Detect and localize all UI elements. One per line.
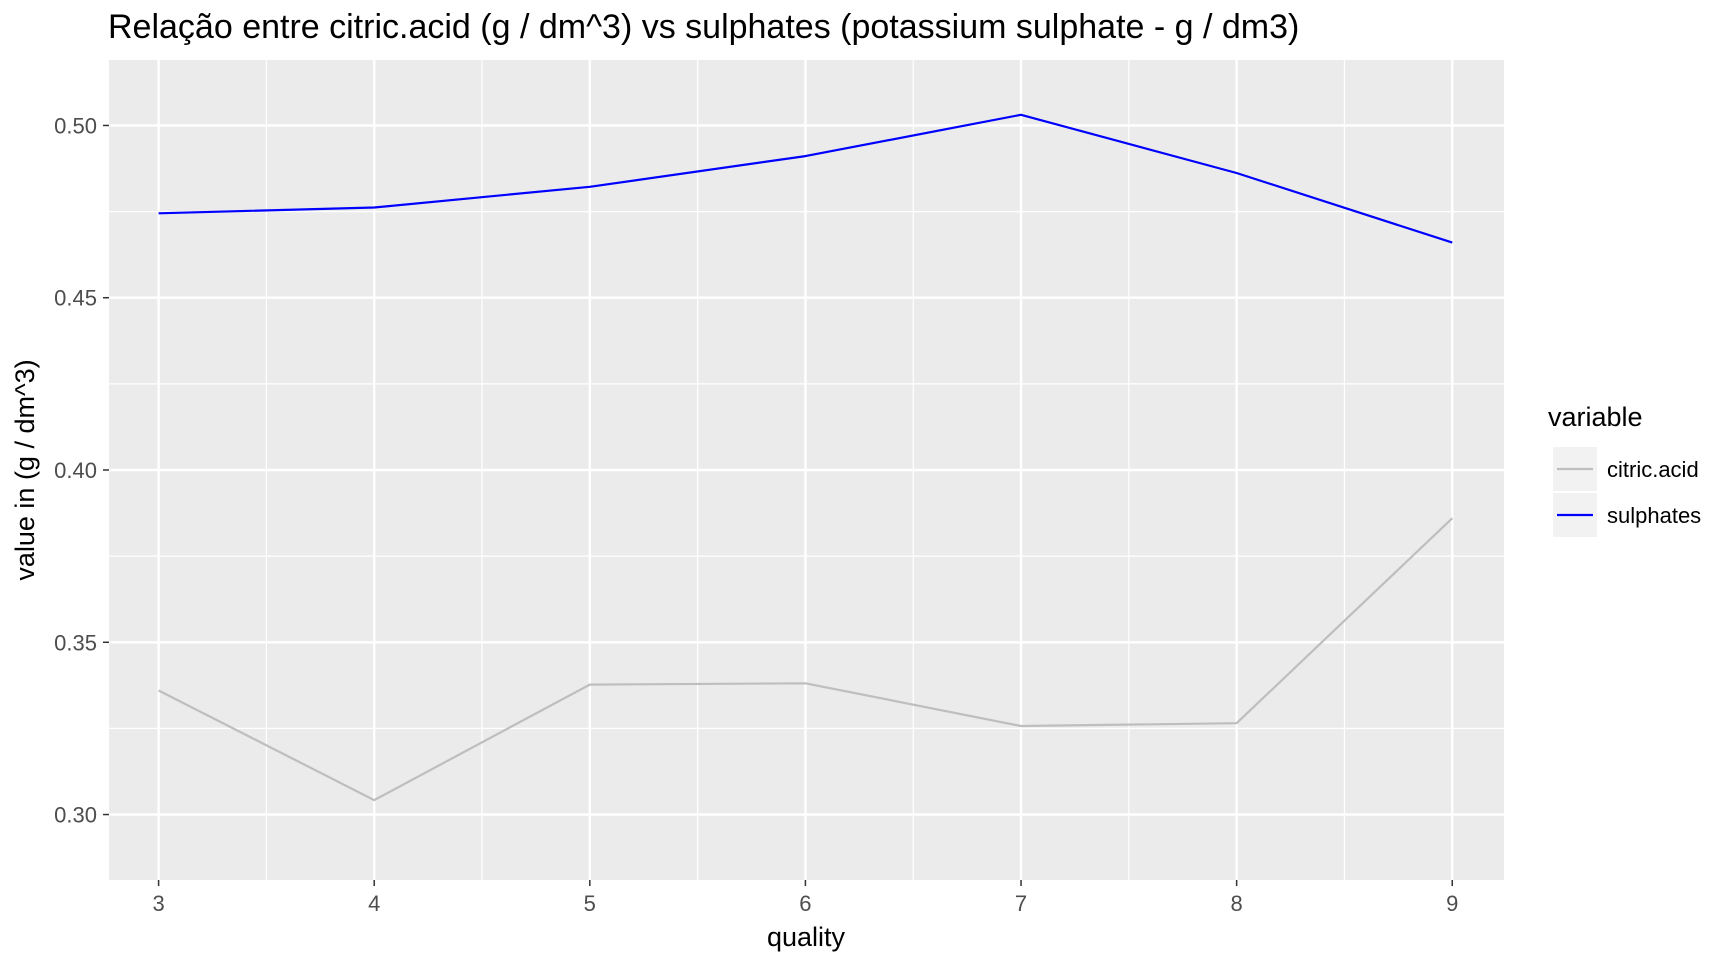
x-tick-label: 3 xyxy=(152,891,164,916)
chart-title: Relação entre citric.acid (g / dm^3) vs … xyxy=(108,8,1299,46)
series-line-sulphates xyxy=(158,113,1453,244)
x-tick-label: 5 xyxy=(584,891,596,916)
y-tick-label: 0.40 xyxy=(54,458,97,483)
x-tick-label: 4 xyxy=(368,891,380,916)
series-lines xyxy=(158,113,1454,802)
y-axis-title: value in (g / dm^3) xyxy=(10,359,40,580)
y-tick-label: 0.45 xyxy=(54,286,97,311)
y-tick-label: 0.30 xyxy=(54,803,97,828)
legend-keys: citric.acid sulphates xyxy=(1553,447,1701,537)
x-axis-ticks: 3 4 5 6 7 8 9 xyxy=(152,880,1458,916)
legend: variable citric.acid sulphates xyxy=(1548,402,1701,537)
x-tick-label: 9 xyxy=(1446,891,1458,916)
x-tick-label: 7 xyxy=(1015,891,1027,916)
x-tick-label: 6 xyxy=(799,891,811,916)
y-axis-ticks: 0.30 0.35 0.40 0.45 0.50 xyxy=(54,113,109,828)
legend-label: sulphates xyxy=(1607,503,1701,528)
legend-title: variable xyxy=(1548,402,1643,432)
major-gridlines xyxy=(109,60,1504,880)
y-tick-label: 0.50 xyxy=(54,113,97,138)
x-tick-label: 8 xyxy=(1231,891,1243,916)
legend-label: citric.acid xyxy=(1607,457,1699,482)
series-line-citric-acid xyxy=(158,517,1454,802)
x-axis-title: quality xyxy=(767,922,846,952)
y-tick-label: 0.35 xyxy=(54,630,97,655)
